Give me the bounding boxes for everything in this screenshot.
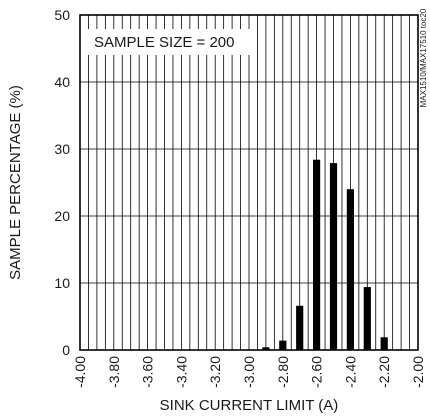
histogram-bar xyxy=(329,163,338,350)
x-tick-label: -4.00 xyxy=(72,356,88,388)
annotation-box: SAMPLE SIZE = 200 xyxy=(86,29,252,55)
x-tick-label: -3.80 xyxy=(106,356,122,388)
histogram-bar xyxy=(279,340,287,350)
plot-frame xyxy=(79,14,419,351)
y-tick-label: 40 xyxy=(54,74,70,90)
histogram-bar xyxy=(313,159,321,350)
x-tick-label: -2.00 xyxy=(410,356,426,388)
y-tick-label: 50 xyxy=(54,7,70,23)
y-tick-label: 0 xyxy=(62,342,70,358)
x-tick-labels: -4.00 -3.80 -3.60 -3.40 -3.20 -3.00 -2.80 -2.60… xyxy=(72,356,426,388)
x-tick-label: -2.80 xyxy=(275,356,291,388)
x-tick-label: -3.40 xyxy=(173,356,189,388)
x-axis-title: SINK CURRENT LIMIT (A) xyxy=(160,397,339,414)
grid-lines xyxy=(80,15,418,350)
x-tick-label: -3.60 xyxy=(140,356,156,388)
bars xyxy=(262,159,388,350)
x-tick-label: -3.00 xyxy=(241,356,257,388)
histogram-bar xyxy=(296,305,304,350)
x-tick-label: -3.20 xyxy=(207,356,223,388)
histogram-bar xyxy=(262,347,270,350)
x-tick-label: -2.20 xyxy=(376,356,392,388)
y-tick-label: 10 xyxy=(54,275,70,291)
x-tick-label: -2.60 xyxy=(309,356,325,388)
histogram-bar xyxy=(346,189,354,350)
histogram-bar xyxy=(380,337,388,350)
x-tick-label: -2.40 xyxy=(342,356,358,388)
y-tick-labels: 0 10 20 30 40 50 xyxy=(54,7,70,358)
y-tick-label: 30 xyxy=(54,141,70,157)
histogram-bar xyxy=(363,287,371,350)
sample-size-annotation: SAMPLE SIZE = 200 xyxy=(94,34,235,51)
figure-id-note: MAX1510/MAX17510 toc20 xyxy=(419,8,428,107)
y-axis-title: SAMPLE PERCENTAGE (%) xyxy=(7,85,24,280)
y-tick-label: 20 xyxy=(54,208,70,224)
